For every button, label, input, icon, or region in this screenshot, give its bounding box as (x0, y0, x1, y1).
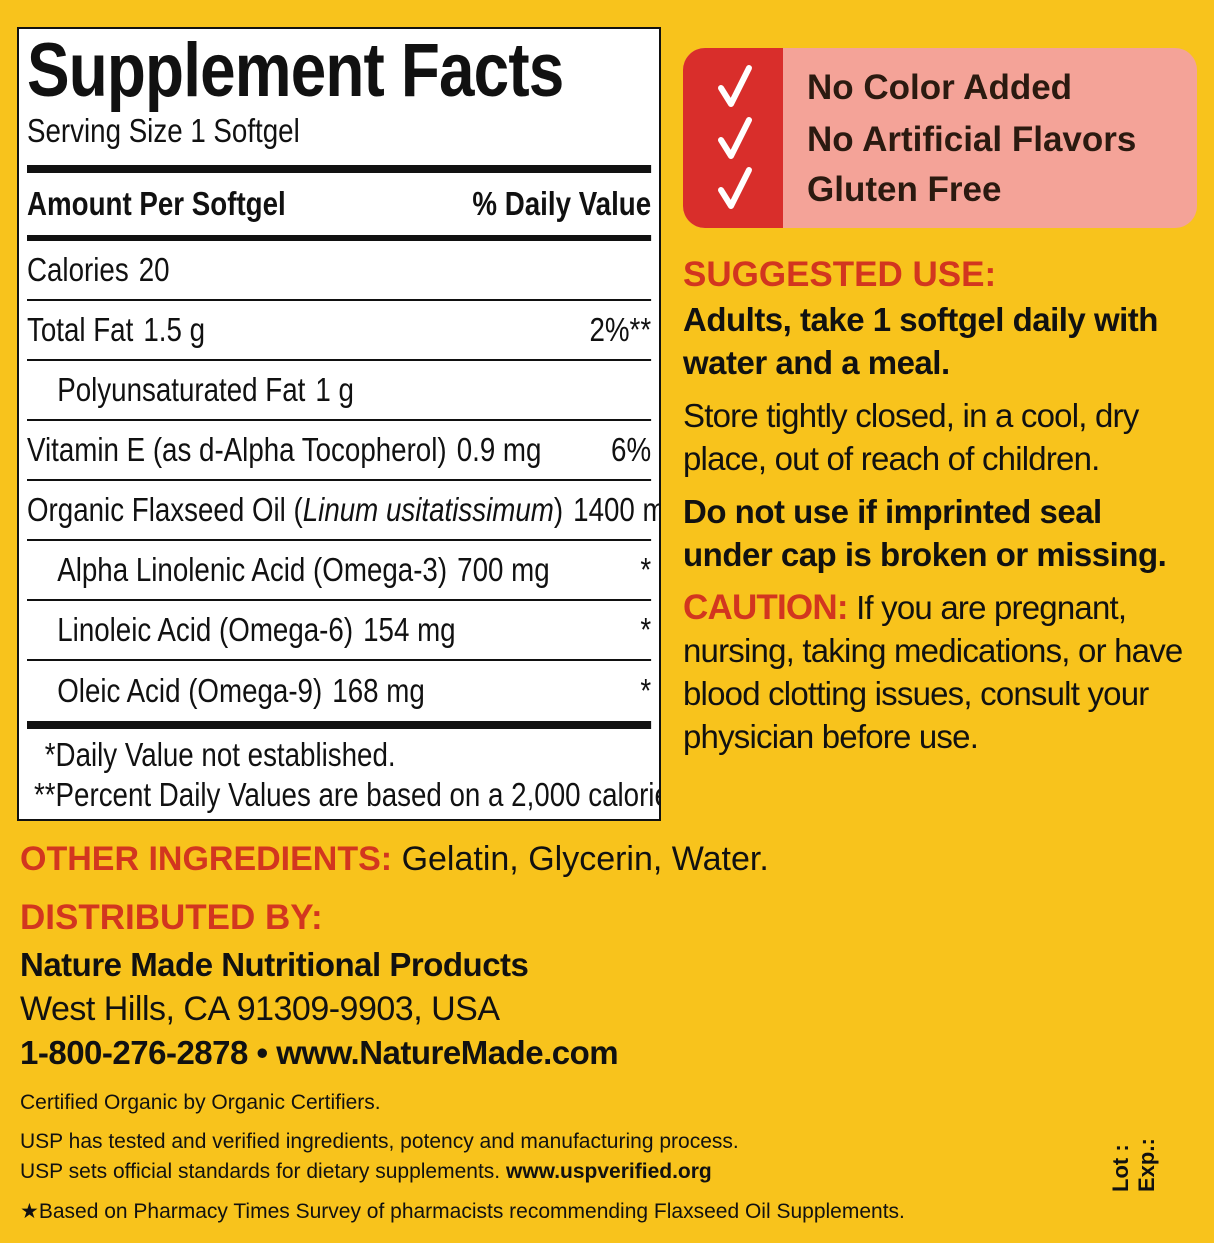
nutrient-name: Vitamin E (as d-Alpha Tocopherol) (27, 431, 447, 468)
nutrient-amount: 168 mg (332, 672, 425, 709)
footnote: **Percent Daily Values are based on a 2,… (27, 775, 659, 815)
footnote: *Daily Value not established. (27, 735, 651, 775)
claim: Gluten Free (807, 170, 1002, 209)
suggested-use-heading: SUGGESTED USE: (683, 255, 997, 294)
nutrient-name: Total Fat (27, 311, 134, 348)
nutrient-amount: 1400 mg (573, 491, 659, 528)
usp-tested: USP has tested and verified ingredients,… (20, 1130, 739, 1153)
nutrient-amount: 0.9 mg (456, 431, 542, 468)
survey-note: ★Based on Pharmacy Times Survey of pharm… (20, 1200, 905, 1223)
facts-row: Oleic Acid (Omega-9) 168 mg * (27, 661, 651, 721)
footnotes: *Daily Value not established. **Percent D… (27, 729, 659, 815)
nutrient-name: Calories (27, 251, 129, 288)
nutrient-name: Linoleic Acid (Omega-6) (57, 611, 354, 648)
exp-label: Exp.: (1134, 1138, 1159, 1192)
rule (27, 235, 652, 241)
nutrient-amount: 1 g (315, 371, 354, 408)
header-amount: Amount Per Softgel (27, 185, 286, 222)
claims-box: No Color Added No Artificial Flavors Glu… (683, 48, 1197, 228)
contact: 1-800-276-2878 • www.NatureMade.com (20, 1034, 619, 1071)
seal-warning: Do not use if imprinted seal under cap i… (683, 493, 1167, 573)
nutrient-name: Oleic Acid (Omega-9) (57, 672, 323, 709)
facts-row: Polyunsaturated Fat 1 g (27, 361, 652, 421)
company: Nature Made Nutritional Products (20, 946, 529, 983)
rule (27, 721, 652, 729)
facts-row: Alpha Linolenic Acid (Omega-3) 700 mg * (27, 541, 652, 601)
nutrient-name: Alpha Linolenic Acid (Omega-3) (57, 551, 448, 588)
caution-text: If you are pregnant, nursing, taking med… (683, 589, 1183, 755)
facts-rows: Calories 20 Total Fat 1.5 g 2%** Polyunsatura… (27, 241, 659, 721)
caution-heading: CAUTION: (683, 588, 848, 627)
storage: Store tightly closed, in a cool, dry pla… (683, 397, 1139, 477)
footnote-mark: ** (33, 776, 56, 813)
facts-row: Linoleic Acid (Omega-6) 154 mg * (27, 601, 652, 661)
daily-value: * (640, 551, 652, 588)
footnote-text: Percent Daily Values are based on a 2,00… (55, 776, 659, 813)
nutrient-amount: 154 mg (363, 611, 456, 648)
nutrient-amount: 20 (138, 251, 170, 288)
facts-row: Total Fat 1.5 g 2%** (27, 301, 652, 361)
header-daily-value: % Daily Value (472, 185, 652, 222)
lot-label: Lot : (1108, 1144, 1133, 1192)
nutrient-amount: 700 mg (457, 551, 550, 588)
daily-value: * (640, 611, 652, 648)
daily-value: * (640, 672, 652, 709)
usp-standards: USP sets official standards for dietary … (20, 1160, 712, 1184)
lot-exp: Lot : Exp.: (1108, 1138, 1160, 1192)
latin-name: Linum usitatissimum (302, 491, 554, 528)
other-ingredients-heading: OTHER INGREDIENTS: (20, 840, 393, 878)
directions: Adults, take 1 softgel daily with water … (683, 301, 1158, 381)
check-panel (683, 48, 783, 228)
caution: CAUTION: If you are pregnant, nursing, t… (683, 586, 1198, 758)
footnote-text: Daily Value not established. (55, 736, 396, 773)
facts-row: Vitamin E (as d-Alpha Tocopherol) 0.9 mg 6… (27, 421, 652, 481)
nutrient-name: Polyunsaturated Fat (57, 371, 306, 408)
other-ingredients: OTHER INGREDIENTS: Gelatin, Glycerin, Wa… (20, 840, 769, 879)
usage-column: SUGGESTED USE: Adults, take 1 softgel da… (683, 252, 1198, 768)
daily-value: 2%** (589, 311, 652, 348)
organic-note: Certified Organic by Organic Certifiers. (20, 1091, 381, 1114)
nutrient-name: Organic Flaxseed Oil ( (27, 491, 303, 528)
usp-standards-text: USP sets official standards for dietary … (20, 1160, 501, 1183)
claim: No Artificial Flavors (807, 120, 1137, 159)
rule (27, 165, 652, 173)
daily-value: 6% (611, 431, 652, 468)
facts-title: Supplement Facts (27, 28, 564, 113)
other-ingredients-text: Gelatin, Glycerin, Water. (401, 840, 769, 878)
claim: No Color Added (807, 68, 1073, 107)
supplement-facts-content: Supplement Facts Serving Size 1 Softgel … (27, 28, 659, 815)
serving-size: Serving Size 1 Softgel (27, 112, 300, 149)
address: West Hills, CA 91309-9903, USA (20, 990, 500, 1028)
nutrient-name-end: ) (553, 491, 564, 528)
supplement-facts-panel: Supplement Facts Serving Size 1 Softgel … (17, 27, 661, 821)
check-icons (718, 65, 752, 209)
footnote-mark: * (44, 736, 56, 773)
facts-row: Organic Flaxseed Oil (Linum usitatissimu… (27, 481, 659, 541)
usp-url: www.uspverified.org (505, 1160, 712, 1183)
facts-row: Calories 20 (27, 241, 652, 301)
distributed-heading: DISTRIBUTED BY: (20, 898, 323, 937)
facts-header: Amount Per Softgel % Daily Value (27, 173, 651, 235)
nutrient-amount: 1.5 g (143, 311, 206, 348)
